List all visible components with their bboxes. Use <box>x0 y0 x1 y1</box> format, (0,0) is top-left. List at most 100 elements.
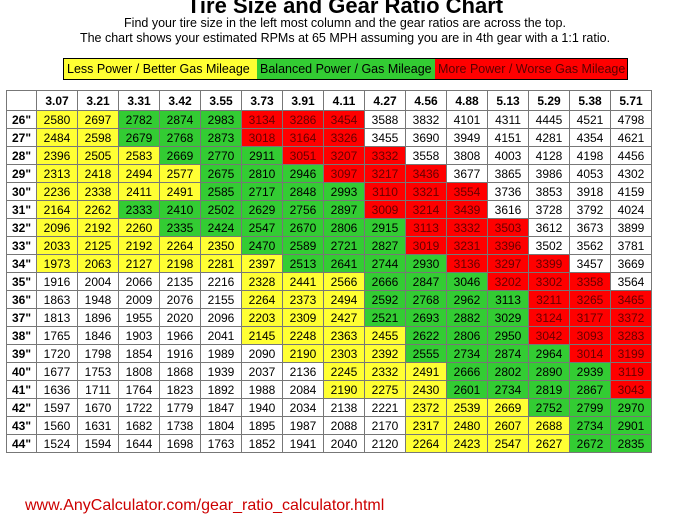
gear-ratio-header: 3.21 <box>77 90 119 111</box>
rpm-cell: 2679 <box>118 128 160 147</box>
rpm-cell: 1763 <box>200 434 242 453</box>
rpm-cell: 3502 <box>528 236 570 255</box>
rpm-cell: 3202 <box>487 272 529 291</box>
rpm-cell: 2752 <box>528 398 570 417</box>
rpm-cell: 2034 <box>282 398 324 417</box>
rpm-cell: 2264 <box>159 236 201 255</box>
rpm-cell: 2397 <box>241 254 283 273</box>
gear-ratio-header: 5.13 <box>487 90 529 111</box>
rpm-cell: 2309 <box>282 308 324 327</box>
table-row: 28" 2396 2505 2583 2669 2770 2911 3051 3207 3332 3… <box>6 146 652 165</box>
instructions-line-1: Find your tire size in the left most col… <box>124 16 566 30</box>
tire-size-cell: 40" <box>6 362 37 381</box>
rpm-cell: 3097 <box>323 164 365 183</box>
rpm-cell: 3110 <box>364 182 406 201</box>
rpm-cell: 2430 <box>405 380 447 399</box>
legend-red: More Power / Worse Gas Mileage <box>435 59 627 79</box>
rpm-cell: 3372 <box>610 308 652 327</box>
rpm-cell: 2245 <box>323 362 365 381</box>
rpm-cell: 3792 <box>569 200 611 219</box>
rpm-cell: 4281 <box>528 128 570 147</box>
rpm-cell: 1594 <box>77 434 119 453</box>
rpm-cell: 2601 <box>446 380 488 399</box>
rpm-cell: 2669 <box>487 398 529 417</box>
rpm-cell: 2303 <box>323 344 365 363</box>
rpm-cell: 2744 <box>364 254 406 273</box>
rpm-cell: 2020 <box>159 308 201 327</box>
rpm-cell: 1847 <box>200 398 242 417</box>
rpm-cell: 1941 <box>282 434 324 453</box>
rpm-cell: 2513 <box>282 254 324 273</box>
rpm-cell: 4302 <box>610 164 652 183</box>
rpm-cell: 2192 <box>77 218 119 237</box>
rpm-cell: 2190 <box>282 344 324 363</box>
rpm-cell: 4798 <box>610 110 652 129</box>
rpm-cell: 2192 <box>118 236 160 255</box>
rpm-cell: 3454 <box>323 110 365 129</box>
rpm-cell: 3503 <box>487 218 529 237</box>
rpm-cell: 2264 <box>405 434 447 453</box>
rpm-cell: 3231 <box>446 236 488 255</box>
rpm-cell: 3564 <box>610 272 652 291</box>
gear-ratio-header: 4.27 <box>364 90 406 111</box>
rpm-cell: 3286 <box>282 110 324 129</box>
rpm-cell: 4101 <box>446 110 488 129</box>
rpm-cell: 2641 <box>323 254 365 273</box>
table-row: 31" 2164 2262 2333 2410 2502 2629 2756 2897 3009 3… <box>6 200 652 219</box>
rpm-cell: 2589 <box>282 236 324 255</box>
table-row: 42" 1597 1670 1722 1779 1847 1940 2034 2138 2221 2… <box>6 398 652 417</box>
table-row: 32" 2096 2192 2260 2335 2424 2547 2670 2806 2915 3… <box>6 218 652 237</box>
rpm-cell: 3728 <box>528 200 570 219</box>
rpm-cell: 2505 <box>77 146 119 165</box>
rpm-cell: 2260 <box>118 218 160 237</box>
rpm-cell: 2502 <box>200 200 242 219</box>
rpm-cell: 3018 <box>241 128 283 147</box>
rpm-cell: 3562 <box>569 236 611 255</box>
rpm-cell: 1636 <box>36 380 78 399</box>
rpm-cell: 2494 <box>323 290 365 309</box>
rpm-cell: 2138 <box>323 398 365 417</box>
rpm-cell: 3211 <box>528 290 570 309</box>
rpm-cell: 1682 <box>118 416 160 435</box>
rpm-cell: 2848 <box>282 182 324 201</box>
rpm-cell: 3113 <box>405 218 447 237</box>
rpm-cell: 3899 <box>610 218 652 237</box>
rpm-cell: 2734 <box>569 416 611 435</box>
rpm-cell: 2874 <box>487 344 529 363</box>
rpm-cell: 1644 <box>118 434 160 453</box>
rpm-cell: 3207 <box>323 146 365 165</box>
rpm-cell: 2423 <box>446 434 488 453</box>
rpm-cell: 4053 <box>569 164 611 183</box>
rpm-cell: 2424 <box>200 218 242 237</box>
rpm-cell: 3588 <box>364 110 406 129</box>
rpm-cell: 2248 <box>282 326 324 345</box>
gear-ratio-header: 3.73 <box>241 90 283 111</box>
rpm-cell: 2964 <box>528 344 570 363</box>
gear-ratio-table: 3.07 3.21 3.31 3.42 3.55 3.73 3.91 4.11 4.27 4.56… <box>6 90 652 453</box>
rpm-cell: 2333 <box>118 200 160 219</box>
gear-ratio-header: 5.38 <box>569 90 611 111</box>
rpm-cell: 2566 <box>323 272 365 291</box>
gear-ratio-header: 3.42 <box>159 90 201 111</box>
tire-size-cell: 34" <box>6 254 37 273</box>
rpm-cell: 2806 <box>446 326 488 345</box>
rpm-cell: 2373 <box>282 290 324 309</box>
table-row: 34" 1973 2063 2127 2198 2281 2397 2513 2641 2744 2… <box>6 254 652 273</box>
rpm-cell: 2190 <box>323 380 365 399</box>
rpm-cell: 2890 <box>528 362 570 381</box>
rpm-cell: 3436 <box>405 164 447 183</box>
tire-size-cell: 32" <box>6 218 37 237</box>
rpm-cell: 1903 <box>118 326 160 345</box>
table-row: 37" 1813 1896 1955 2020 2096 2203 2309 2427 2521 2… <box>6 308 652 327</box>
rpm-cell: 2672 <box>569 434 611 453</box>
rpm-cell: 2585 <box>200 182 242 201</box>
rpm-cell: 2281 <box>200 254 242 273</box>
rpm-cell: 2392 <box>364 344 406 363</box>
rpm-cell: 2770 <box>200 146 242 165</box>
rpm-cell: 3214 <box>405 200 447 219</box>
rpm-cell: 4621 <box>610 128 652 147</box>
table-row: 29" 2313 2418 2494 2577 2675 2810 2946 3097 3217 3… <box>6 164 652 183</box>
rpm-cell: 3832 <box>405 110 447 129</box>
legend-green: Balanced Power / Gas Mileage <box>257 59 435 79</box>
rpm-cell: 2901 <box>610 416 652 435</box>
